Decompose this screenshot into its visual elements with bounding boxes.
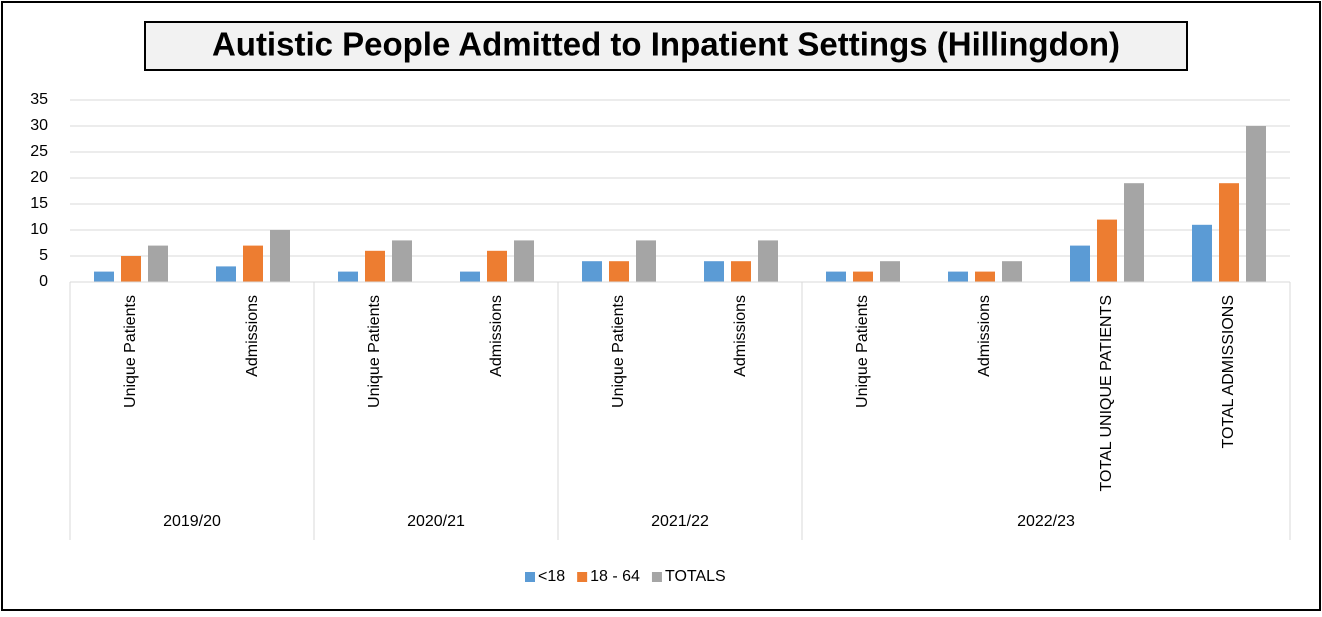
- bar: [1219, 183, 1239, 282]
- group-label: 2022/23: [1017, 513, 1075, 530]
- bar: [582, 261, 602, 282]
- y-tick-label: 20: [30, 169, 48, 186]
- bar: [758, 240, 778, 282]
- x-tick-label: Admissions: [732, 295, 749, 377]
- x-tick-label: Unique Patients: [366, 295, 383, 408]
- bar: [636, 240, 656, 282]
- bar: [853, 271, 873, 282]
- bar: [704, 261, 724, 282]
- bar: [148, 245, 168, 282]
- y-tick-label: 35: [30, 91, 48, 108]
- bar: [1097, 219, 1117, 282]
- bar: [514, 240, 534, 282]
- y-tick-label: 15: [30, 195, 48, 212]
- y-tick-label: 0: [39, 273, 48, 290]
- group-label: 2019/20: [163, 513, 221, 530]
- y-tick-label: 10: [30, 221, 48, 238]
- bar: [392, 240, 412, 282]
- y-tick-label: 25: [30, 143, 48, 160]
- x-tick-label: Unique Patients: [122, 295, 139, 408]
- x-tick-label: TOTAL ADMISSIONS: [1220, 295, 1237, 449]
- bar: [338, 271, 358, 282]
- bar: [460, 271, 480, 282]
- group-label: 2020/21: [407, 513, 465, 530]
- bar: [94, 271, 114, 282]
- bar: [270, 230, 290, 282]
- title-box: [144, 21, 1188, 71]
- legend-swatch: [577, 572, 588, 582]
- chart-title: Autistic People Admitted to Inpatient Se…: [212, 26, 1120, 63]
- x-tick-label: Unique Patients: [854, 295, 871, 408]
- bar: [826, 271, 846, 282]
- x-tick-label: TOTAL UNIQUE PATIENTS: [1098, 295, 1115, 491]
- y-tick-label: 30: [30, 117, 48, 134]
- group-label: 2021/22: [651, 513, 709, 530]
- bar: [1070, 245, 1090, 282]
- legend-label: TOTALS: [665, 568, 726, 585]
- bar: [216, 266, 236, 282]
- bar: [1002, 261, 1022, 282]
- x-tick-label: Admissions: [244, 295, 261, 377]
- x-tick-label: Unique Patients: [610, 295, 627, 408]
- bar: [243, 245, 263, 282]
- bar: [1192, 224, 1212, 282]
- y-tick-label: 5: [39, 247, 48, 264]
- bar: [948, 271, 968, 282]
- legend-label: <18: [538, 568, 565, 585]
- bar: [365, 250, 385, 282]
- bar: [487, 250, 507, 282]
- legend-swatch: [651, 572, 662, 582]
- bar: [1246, 126, 1266, 282]
- x-tick-label: Admissions: [976, 295, 993, 377]
- bar: [609, 261, 629, 282]
- bar: [121, 256, 141, 282]
- bar: [975, 271, 995, 282]
- bar: [731, 261, 751, 282]
- bar: [880, 261, 900, 282]
- legend-label: 18 - 64: [590, 568, 640, 585]
- x-tick-label: Admissions: [488, 295, 505, 377]
- legend-swatch: [525, 572, 535, 582]
- bar: [1124, 183, 1144, 282]
